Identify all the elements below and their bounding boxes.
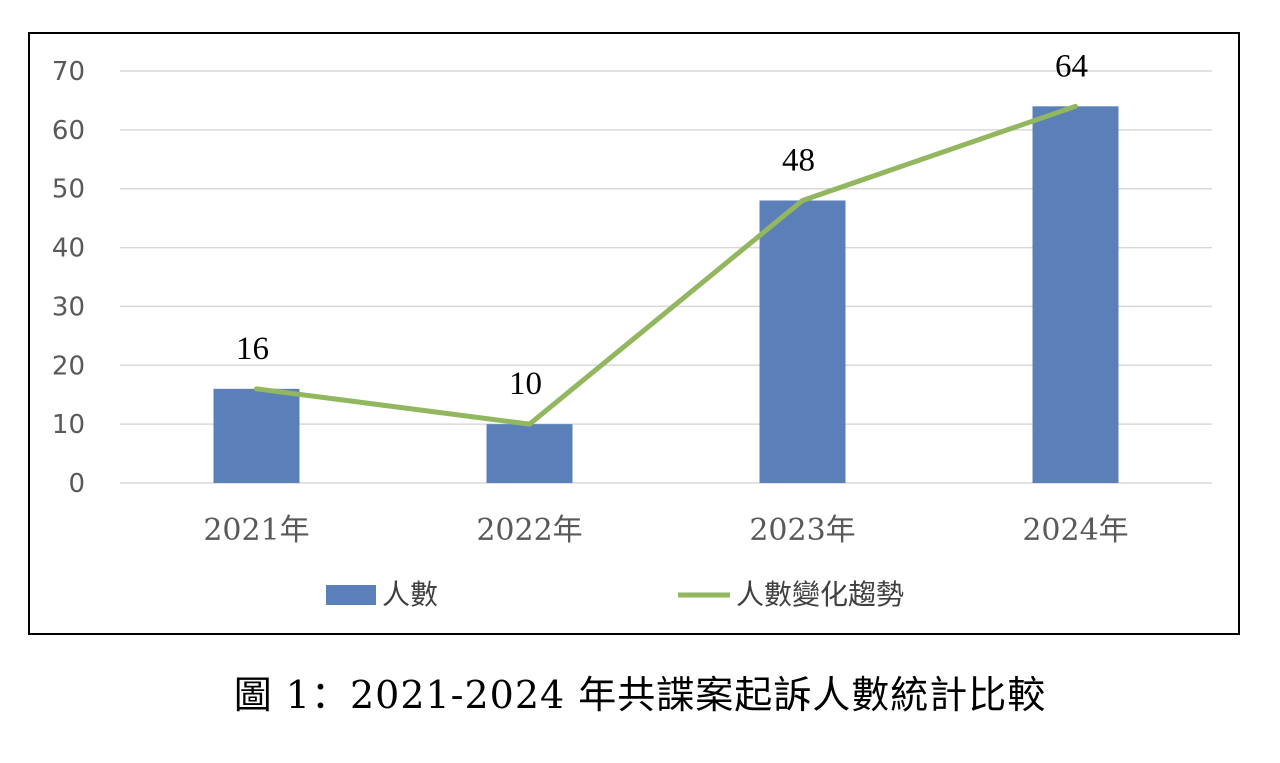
bar <box>759 200 846 483</box>
y-tick-label: 40 <box>52 234 85 264</box>
data-label: 16 <box>236 331 269 367</box>
y-tick-label: 60 <box>52 116 85 146</box>
legend-bar-label: 人數 <box>382 578 438 611</box>
y-tick-label: 0 <box>68 469 85 499</box>
legend-bar-swatch <box>326 585 376 605</box>
x-tick-label: 2024年 <box>1022 513 1128 548</box>
chart-frame: 0 10 20 30 40 50 60 70 16 10 48 64 2021年 2022年 2023年… <box>28 32 1240 635</box>
y-tick-label: 30 <box>52 292 85 322</box>
data-labels: 16 10 48 64 <box>236 48 1088 402</box>
y-tick-label: 10 <box>52 410 85 440</box>
line-series <box>254 103 1078 427</box>
x-axis-tick-labels: 2021年 2022年 2023年 2024年 <box>203 513 1128 548</box>
legend: 人數 人數變化趨勢 <box>326 578 904 611</box>
bar <box>1032 106 1119 484</box>
gridlines <box>120 70 1212 484</box>
x-tick-label: 2021年 <box>203 513 309 548</box>
y-tick-label: 70 <box>52 57 85 87</box>
bar-series <box>213 106 1119 484</box>
bar <box>213 388 300 483</box>
x-tick-label: 2023年 <box>749 513 855 548</box>
y-tick-label: 50 <box>52 175 85 205</box>
data-label: 48 <box>782 142 815 178</box>
figure-caption: 圖 1：2021-2024 年共諜案起訴人數統計比較 <box>233 673 1047 717</box>
trend-line <box>254 103 1078 427</box>
legend-line-label: 人數變化趨勢 <box>736 578 904 611</box>
y-tick-label: 20 <box>52 351 85 381</box>
bar <box>486 424 573 483</box>
x-tick-label: 2022年 <box>476 513 582 548</box>
data-label: 10 <box>509 366 542 402</box>
combo-chart: 0 10 20 30 40 50 60 70 16 10 48 64 2021年 2022年 2023年… <box>52 48 1212 611</box>
y-axis-tick-labels: 0 10 20 30 40 50 60 70 <box>52 57 85 499</box>
data-label: 64 <box>1055 48 1088 84</box>
